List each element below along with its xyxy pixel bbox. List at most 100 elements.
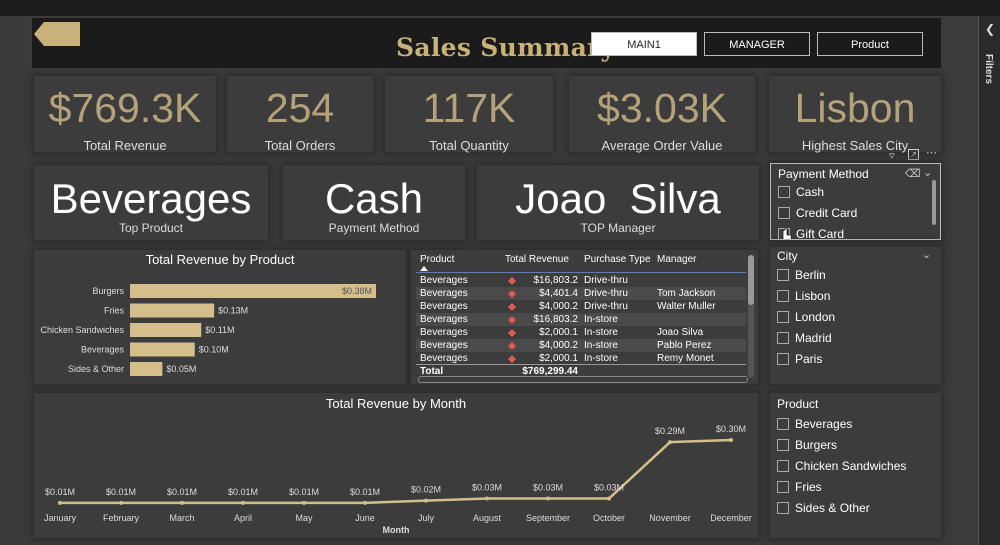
focus-mode-icon[interactable]: ↗: [908, 149, 919, 160]
highlight-label: TOP Manager: [580, 221, 656, 235]
checkbox[interactable]: [778, 186, 790, 198]
table-horizontal-scrollbar[interactable]: [418, 376, 748, 383]
line-point[interactable]: [546, 496, 550, 501]
cell-product: Beverages: [420, 327, 468, 338]
bar[interactable]: [130, 342, 195, 357]
status-diamond-icon: [508, 303, 516, 311]
table-total-row: Total $769,299.44: [416, 364, 746, 378]
line-point[interactable]: [241, 500, 245, 505]
col-header-manager[interactable]: Manager: [657, 254, 697, 265]
slicer-title: City: [777, 249, 798, 263]
point-value-label: $0.01M: [106, 487, 136, 497]
filters-pane-collapsed[interactable]: ❮ Filters: [978, 16, 1000, 545]
checkbox[interactable]: [777, 353, 789, 365]
line-point[interactable]: [668, 440, 672, 445]
checkbox[interactable]: [777, 311, 789, 323]
table-row[interactable]: Beverages $16,803.2 In-store: [416, 313, 746, 326]
checkbox[interactable]: [777, 418, 789, 430]
cell-manager: Joao Silva: [657, 327, 704, 338]
table-row[interactable]: Beverages $4,401.4 Drive-thru Tom Jackson: [416, 287, 746, 300]
top-strip: [0, 0, 1000, 16]
x-tick-label: May: [295, 513, 313, 523]
line-point[interactable]: [729, 438, 733, 442]
cell-product: Beverages: [420, 288, 468, 299]
line-chart-title: Total Revenue by Month: [325, 396, 467, 411]
cell-manager: Remy Monet: [657, 353, 714, 364]
checkbox[interactable]: [777, 290, 789, 302]
checkbox[interactable]: [778, 228, 790, 239]
col-header-total-revenue[interactable]: Total Revenue: [505, 254, 569, 265]
product-slicer: Product Beverages Burgers Chicken Sandwi…: [770, 393, 941, 538]
table-row[interactable]: Beverages $2,000.1 In-store Joao Silva: [416, 326, 746, 339]
eraser-icon[interactable]: ⌫: [905, 168, 921, 180]
line-point[interactable]: [363, 500, 367, 505]
kpi-label: Total Revenue: [83, 138, 167, 153]
table-row[interactable]: Beverages $4,000.2 Drive-thru Walter Muller: [416, 300, 746, 313]
col-header-purchase-type[interactable]: Purchase Type: [584, 254, 651, 265]
checkbox[interactable]: [777, 269, 789, 281]
chevron-left-icon[interactable]: ❮: [985, 22, 996, 36]
line-point[interactable]: [607, 496, 611, 501]
kpi-label: Average Order Value: [601, 138, 723, 153]
more-options-icon[interactable]: ⋯: [926, 147, 937, 159]
line-series[interactable]: [60, 438, 732, 505]
cell-total-revenue: $16,803.2: [533, 275, 579, 286]
filter-icon[interactable]: ▿: [889, 150, 895, 162]
nav-manager-button[interactable]: MANAGER: [704, 32, 810, 56]
x-tick-label: October: [593, 513, 625, 523]
total-value: $769,299.44: [522, 366, 578, 377]
kpi-card-highest-sales-city: Lisbon Highest Sales City: [769, 76, 941, 153]
bar[interactable]: [130, 303, 215, 318]
kpi-value: 117K: [422, 85, 516, 131]
checkbox[interactable]: [778, 207, 790, 219]
table-row[interactable]: Beverages $16,803.2 Drive-thru: [416, 274, 746, 287]
slicer-title: Product: [777, 397, 819, 411]
status-diamond-icon: [508, 342, 516, 350]
checkbox[interactable]: [777, 439, 789, 451]
nav-product-button[interactable]: Product: [817, 32, 923, 56]
bar[interactable]: [130, 362, 163, 376]
page-title: Sales Summary: [396, 33, 616, 62]
line-point[interactable]: [180, 500, 184, 505]
scrollbar-thumb[interactable]: [748, 255, 754, 305]
line-point[interactable]: [58, 500, 62, 505]
cell-total-revenue: $4,000.2: [539, 301, 578, 312]
cell-product: Beverages: [420, 275, 468, 286]
chevron-down-icon[interactable]: ⌄: [922, 249, 932, 261]
line-point[interactable]: [485, 496, 489, 501]
kpi-label: Total Quantity: [429, 138, 509, 153]
slicer-scrollbar[interactable]: [932, 180, 936, 225]
point-value-label: $0.01M: [350, 487, 380, 497]
cell-total-revenue: $2,000.1: [539, 353, 578, 364]
back-arrow-button[interactable]: [34, 22, 80, 46]
kpi-value: $769.3K: [48, 85, 202, 131]
checkbox[interactable]: [777, 502, 789, 514]
checkbox[interactable]: [777, 332, 789, 344]
table-row[interactable]: Beverages $2,000.1 In-store Remy Monet: [416, 352, 746, 365]
table-vertical-scrollbar[interactable]: [748, 255, 754, 378]
x-tick-label: July: [418, 513, 435, 523]
line-point[interactable]: [119, 500, 123, 505]
bar-chart-title: Total Revenue by Product: [145, 252, 295, 267]
kpi-value: 254: [265, 85, 335, 131]
cell-purchase-type: In-store: [584, 340, 618, 351]
table-row[interactable]: Beverages $4,000.2 In-store Pablo Perez: [416, 339, 746, 352]
kpi-value: $3.03K: [597, 85, 727, 131]
nav-main1-button[interactable]: MAIN1: [591, 32, 697, 56]
checkbox[interactable]: [777, 460, 789, 472]
col-header-product[interactable]: Product: [420, 254, 455, 265]
cell-manager: Pablo Perez: [657, 340, 712, 351]
filters-pane-label[interactable]: Filters: [983, 54, 994, 85]
line-chart: $0.01M January $0.01M February $0.01M March $0…: [44, 424, 752, 535]
chevron-down-icon[interactable]: ⌄: [923, 167, 933, 179]
kpi-card-total-revenue: $769.3K Total Revenue: [34, 76, 216, 153]
line-point[interactable]: [424, 498, 428, 503]
bar[interactable]: [130, 323, 202, 337]
highlight-label: Payment Method: [328, 221, 420, 235]
bar[interactable]: [130, 284, 376, 298]
highlight-card-top-manager: Joao Silva TOP Manager: [477, 165, 759, 240]
cursor-hand-icon: [782, 228, 792, 239]
point-value-label: $0.01M: [228, 487, 258, 497]
line-point[interactable]: [302, 500, 306, 505]
checkbox[interactable]: [777, 481, 789, 493]
